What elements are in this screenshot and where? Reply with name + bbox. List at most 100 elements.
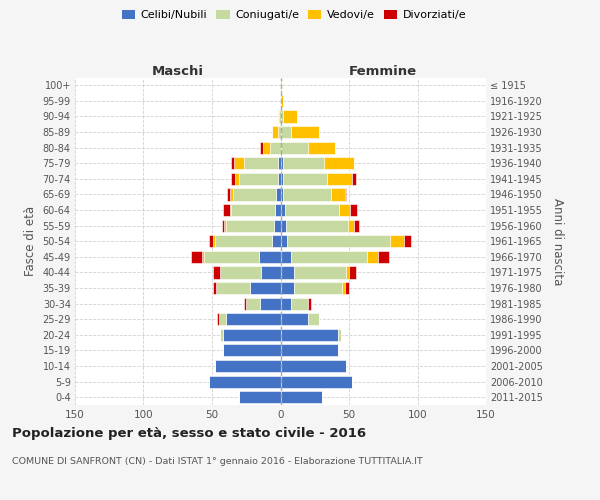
Bar [259,251,281,263]
Bar [281,266,294,278]
Bar [246,298,260,310]
Bar [283,157,325,170]
Bar [278,157,281,170]
Bar [269,142,281,154]
Bar [325,157,355,170]
Bar [404,235,410,248]
Bar [231,173,235,185]
Bar [281,391,322,404]
Bar [284,204,340,216]
Bar [272,126,278,138]
Bar [345,282,349,294]
Bar [352,173,356,185]
Bar [281,126,292,138]
Bar [281,110,283,122]
Bar [281,79,282,92]
Bar [216,282,250,294]
Bar [347,220,355,232]
Bar [209,376,281,388]
Bar [224,220,226,232]
Bar [345,188,346,200]
Bar [219,313,226,326]
Bar [350,204,357,216]
Bar [278,126,281,138]
Bar [226,313,281,326]
Bar [283,188,331,200]
Bar [221,220,224,232]
Bar [281,204,284,216]
Bar [227,188,230,200]
Bar [250,282,281,294]
Bar [209,235,214,248]
Bar [338,328,341,341]
Bar [223,344,281,356]
Bar [262,266,281,278]
Text: COMUNE DI SANFRONT (CN) - Dati ISTAT 1° gennaio 2016 - Elaborazione TUTTITALIA.I: COMUNE DI SANFRONT (CN) - Dati ISTAT 1° … [12,458,423,466]
Text: Maschi: Maschi [152,66,204,78]
Bar [215,360,281,372]
Bar [244,157,278,170]
Bar [308,298,311,310]
Text: Femmine: Femmine [349,66,418,78]
Legend: Celibi/Nubili, Coniugati/e, Vedovi/e, Divorziati/e: Celibi/Nubili, Coniugati/e, Vedovi/e, Di… [118,6,470,25]
Bar [220,266,262,278]
Bar [217,313,219,326]
Bar [294,282,342,294]
Bar [234,157,244,170]
Bar [378,251,389,263]
Bar [214,266,220,278]
Bar [274,220,281,232]
Bar [235,173,239,185]
Bar [239,173,278,185]
Bar [283,173,327,185]
Bar [340,204,350,216]
Y-axis label: Fasce di età: Fasce di età [24,206,37,276]
Bar [230,204,231,216]
Bar [331,188,345,200]
Bar [214,235,215,248]
Bar [279,110,281,122]
Bar [278,110,279,122]
Bar [281,95,283,107]
Bar [355,220,359,232]
Bar [281,235,287,248]
Bar [281,376,352,388]
Y-axis label: Anni di nascita: Anni di nascita [551,198,565,285]
Bar [308,313,319,326]
Bar [204,251,259,263]
Bar [283,110,297,122]
Bar [215,235,272,248]
Bar [202,251,204,263]
Bar [342,282,345,294]
Bar [292,251,367,263]
Bar [272,235,281,248]
Bar [281,173,283,185]
Bar [263,142,269,154]
Bar [281,360,346,372]
Bar [287,235,390,248]
Bar [281,220,286,232]
Bar [223,328,281,341]
Bar [191,251,202,263]
Bar [281,282,294,294]
Bar [260,142,263,154]
Bar [281,188,283,200]
Bar [244,298,246,310]
Bar [233,188,277,200]
Bar [281,157,283,170]
Bar [223,204,230,216]
Bar [226,220,274,232]
Bar [281,251,292,263]
Bar [294,266,346,278]
Bar [239,391,281,404]
Bar [286,220,347,232]
Bar [292,126,319,138]
Bar [275,204,281,216]
Bar [260,298,281,310]
Bar [214,282,216,294]
Bar [346,266,349,278]
Bar [292,298,308,310]
Bar [281,298,292,310]
Bar [281,344,338,356]
Bar [308,142,335,154]
